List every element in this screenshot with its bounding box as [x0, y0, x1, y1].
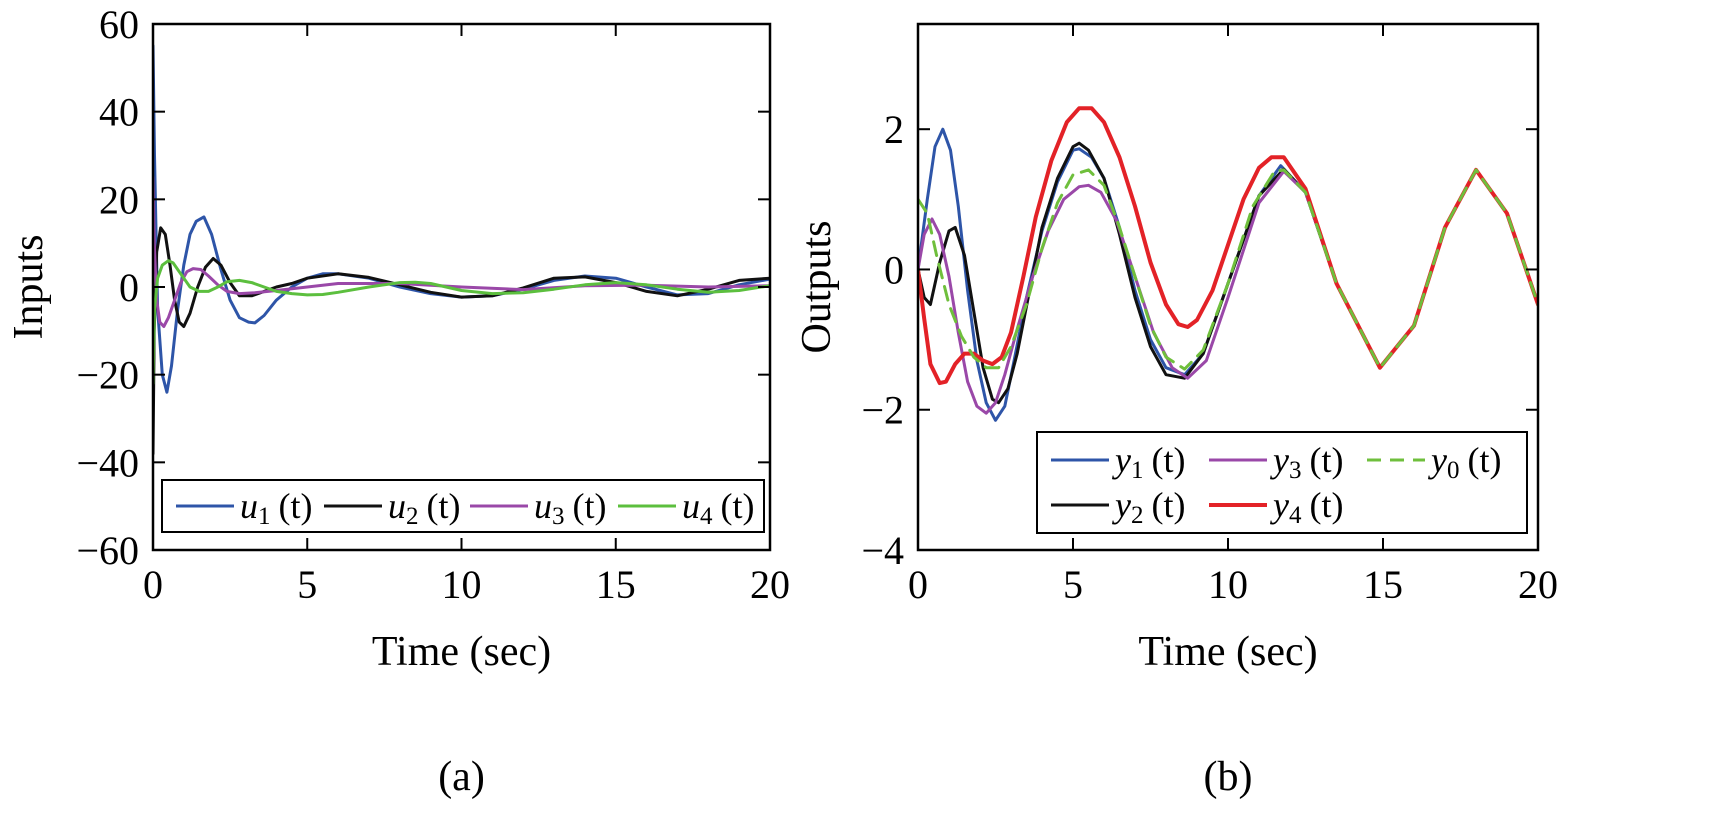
x-axis-title: Time (sec)	[372, 629, 551, 675]
series-line-y2	[918, 141, 1538, 405]
x-tick-label: 20	[1518, 562, 1558, 607]
legend-label: u3 (t)	[534, 486, 606, 530]
y-tick-label: 2	[884, 107, 904, 152]
legend-label: y0 (t)	[1428, 440, 1501, 484]
x-tick-label: 10	[1208, 562, 1248, 607]
y-tick-label: −20	[76, 353, 139, 398]
x-tick-label: 15	[1363, 562, 1403, 607]
x-tick-label: 20	[750, 562, 790, 607]
legend-label: y4 (t)	[1270, 485, 1343, 529]
legend: y1 (t) y3 (t) y0 (t) y2 (t) y4 (t)	[1036, 431, 1528, 534]
legend-item-u1: u1 (t)	[176, 486, 312, 530]
panel-label: (b)	[1204, 754, 1253, 800]
y-tick-label: 0	[119, 265, 139, 310]
x-tick-label: 15	[596, 562, 636, 607]
series-line-y4	[918, 106, 1538, 386]
y-axis-title: Inputs	[6, 235, 52, 340]
series-lines	[918, 106, 1538, 422]
series-line-u3	[153, 175, 770, 328]
legend-label: y3 (t)	[1270, 440, 1343, 484]
legend-item-y1: y1 (t)	[1051, 440, 1185, 484]
y-tick-label: 60	[99, 2, 139, 47]
legend-item-u3: u3 (t)	[470, 486, 606, 530]
x-tick-label: 10	[442, 562, 482, 607]
y-tick-label: −2	[861, 388, 904, 433]
y-tick-label: −4	[861, 528, 904, 573]
legend-box	[1036, 431, 1528, 534]
series-line-u1	[153, 44, 770, 394]
legend-label: u4 (t)	[682, 486, 754, 530]
y-axis-title: Outputs	[794, 220, 840, 353]
y-tick-label: −40	[76, 440, 139, 485]
legend-label: y2 (t)	[1112, 485, 1185, 529]
series-lines	[153, 44, 770, 456]
x-tick-label: 0	[143, 562, 163, 607]
y-tick-label: 20	[99, 177, 139, 222]
legend-item-y4: y4 (t)	[1209, 485, 1343, 529]
legend-item-y2: y2 (t)	[1051, 485, 1185, 529]
series-line-u2	[153, 226, 770, 456]
x-tick-label: 5	[297, 562, 317, 607]
panel-a-inputs-chart: 0 5 10 15 20 60 40 20 0 −20 −40 −60 Time (sec) Inputs…	[6, 2, 790, 800]
legend: u1 (t) u2 (t) u3 (t) u4 (t)	[161, 479, 765, 533]
x-axis-title: Time (sec)	[1138, 629, 1317, 675]
legend-label: u1 (t)	[240, 486, 312, 530]
legend-label: u2 (t)	[388, 486, 460, 530]
x-tick-label: 5	[1063, 562, 1083, 607]
y-tick-label: 0	[884, 247, 904, 292]
legend-item-y0: y0 (t)	[1367, 440, 1501, 484]
panel-label: (a)	[438, 754, 485, 800]
y-tick-label: 40	[99, 90, 139, 135]
legend-item-u4: u4 (t)	[618, 486, 754, 530]
y-tick-label: −60	[76, 528, 139, 573]
legend-label: y1 (t)	[1112, 440, 1185, 484]
x-tick-label: 0	[908, 562, 928, 607]
series-line-u4	[153, 259, 770, 385]
series-line-y0	[918, 168, 1538, 371]
legend-item-u2: u2 (t)	[324, 486, 460, 530]
legend-item-y3: y3 (t)	[1209, 440, 1343, 484]
